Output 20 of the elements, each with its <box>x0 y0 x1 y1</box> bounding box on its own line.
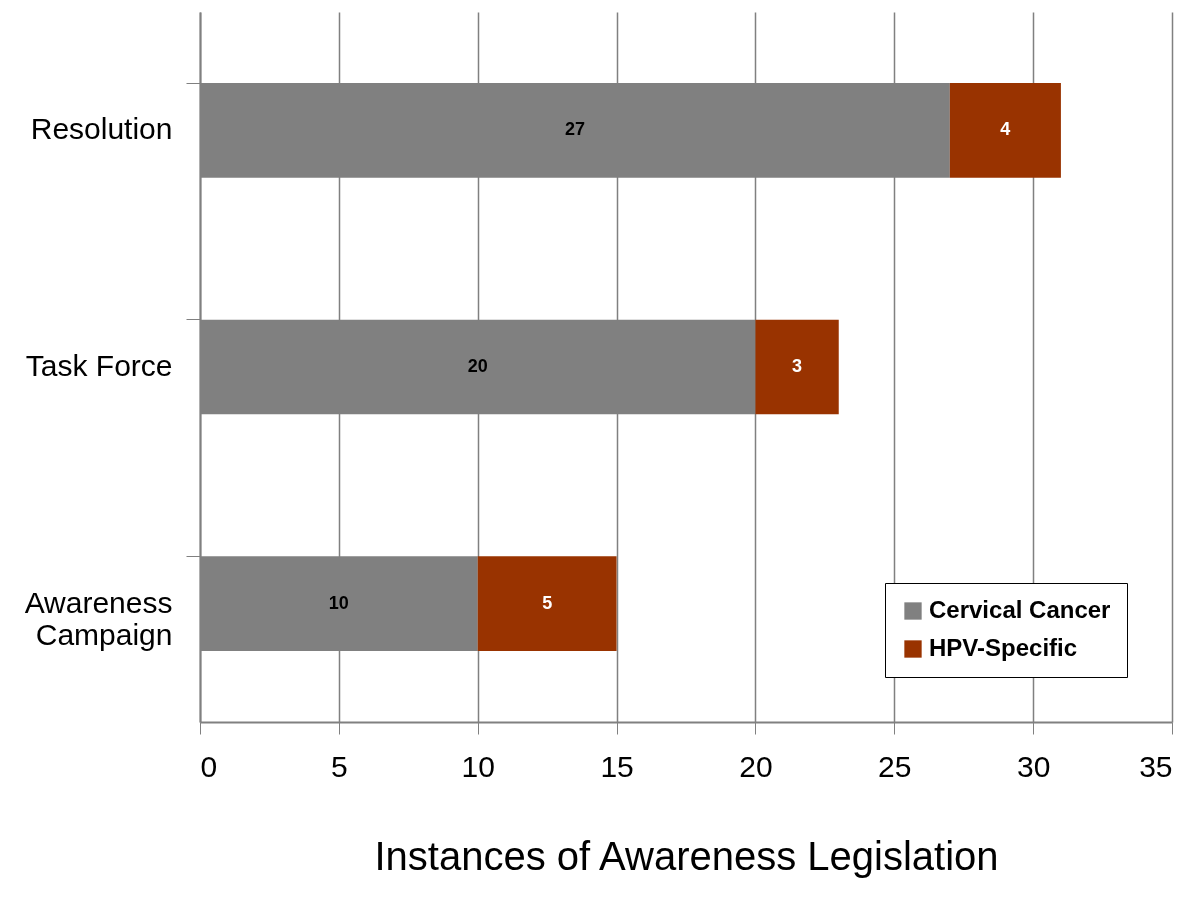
x-tick-label: 0 <box>200 749 218 783</box>
x-tick-label: 15 <box>600 749 634 783</box>
x-tick-label: 35 <box>1139 749 1173 783</box>
data-label: 5 <box>542 592 553 613</box>
x-tick-label: 10 <box>461 749 495 783</box>
data-label: 4 <box>1000 119 1011 140</box>
legend-label: HPV-Specific <box>929 634 1078 661</box>
y-tick-label: Resolution <box>30 112 173 146</box>
data-label: 3 <box>792 356 803 376</box>
data-label: 20 <box>467 356 488 376</box>
x-tick-label: 25 <box>878 749 912 783</box>
x-axis-title: Instances of Awareness Legislation <box>374 833 999 878</box>
y-tick-label: Task Force <box>25 349 173 382</box>
x-tick-label: 5 <box>331 749 348 783</box>
x-tick-label: 30 <box>1016 749 1051 783</box>
y-tick-label: Awareness Campaign <box>24 585 173 651</box>
legend-label: Cervical Cancer <box>929 596 1111 623</box>
x-tick-label: 20 <box>739 749 773 783</box>
data-label: 10 <box>328 592 349 613</box>
data-label: 27 <box>564 119 585 140</box>
